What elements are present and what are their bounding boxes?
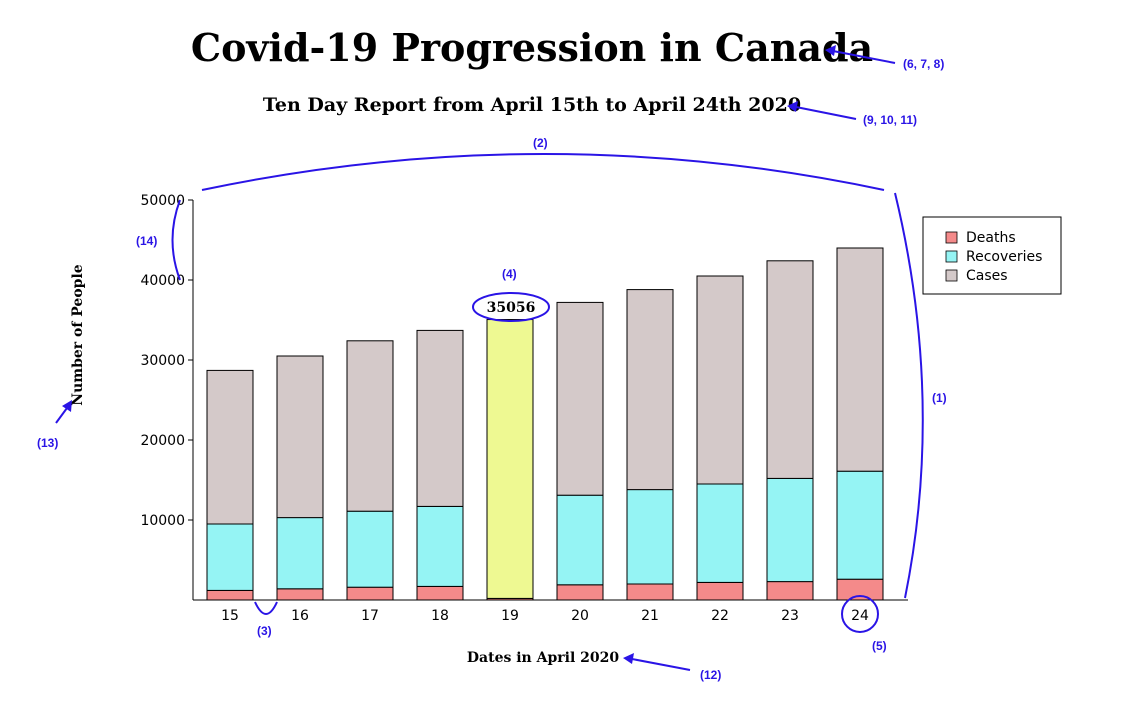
bar-cases-19 bbox=[486, 319, 534, 599]
annotation-2: (2) bbox=[533, 136, 548, 150]
legend-swatch-recoveries bbox=[945, 250, 958, 263]
x-tick-label-24: 24 bbox=[851, 608, 869, 624]
annotation-1: (1) bbox=[932, 391, 947, 405]
legend: Deaths Recoveries Cases bbox=[922, 216, 1062, 295]
bars-layer bbox=[206, 247, 884, 601]
annotation-arrowhead-subtitle bbox=[787, 101, 798, 112]
bar-recoveries-16 bbox=[276, 517, 324, 590]
bar-cases-16 bbox=[276, 355, 324, 519]
annotation-arrow-subtitle bbox=[795, 106, 857, 120]
bar-deaths-21 bbox=[626, 583, 674, 601]
annotation-arc-top bbox=[201, 153, 885, 191]
bar-recoveries-20 bbox=[556, 494, 604, 586]
bar-cases-18 bbox=[416, 329, 464, 507]
x-tick-label-23: 23 bbox=[781, 608, 799, 624]
legend-label-recoveries: Recoveries bbox=[966, 249, 1042, 265]
bar-recoveries-15 bbox=[206, 523, 254, 591]
annotation-arrow-title bbox=[832, 50, 896, 64]
bar-recoveries-18 bbox=[416, 505, 464, 587]
y-tick-label-20000: 20000 bbox=[140, 433, 185, 449]
annotation-arc-right bbox=[894, 192, 924, 599]
highlight-callout: 35056 bbox=[472, 292, 550, 322]
bar-cases-22 bbox=[696, 275, 744, 485]
y-tick-label-10000: 10000 bbox=[140, 513, 185, 529]
annotation-arrowhead-xlabel bbox=[623, 653, 634, 664]
x-tick-label-15: 15 bbox=[221, 608, 239, 624]
annotation-12: (12) bbox=[700, 668, 721, 682]
bar-recoveries-17 bbox=[346, 510, 394, 588]
annotation-circle-24 bbox=[841, 595, 879, 633]
legend-label-cases: Cases bbox=[966, 268, 1008, 284]
x-tick-label-16: 16 bbox=[291, 608, 309, 624]
bar-recoveries-23 bbox=[766, 477, 814, 583]
y-tick-label-40000: 40000 bbox=[140, 273, 185, 289]
bar-cases-20 bbox=[556, 301, 604, 496]
x-tick-label-18: 18 bbox=[431, 608, 449, 624]
axes-layer bbox=[192, 200, 908, 601]
bar-deaths-17 bbox=[346, 586, 394, 601]
x-axis-label: Dates in April 2020 bbox=[467, 650, 619, 666]
bar-recoveries-22 bbox=[696, 483, 744, 583]
x-tick-label-21: 21 bbox=[641, 608, 659, 624]
bar-recoveries-21 bbox=[626, 489, 674, 585]
bar-deaths-18 bbox=[416, 585, 464, 601]
annotation-91011: (9, 10, 11) bbox=[863, 113, 917, 127]
chart-title: Covid-19 Progression in Canada bbox=[191, 25, 873, 70]
annotation-bracket-yaxis bbox=[171, 199, 181, 281]
bar-cases-21 bbox=[626, 289, 674, 491]
legend-swatch-deaths bbox=[945, 231, 958, 244]
x-tick-label-22: 22 bbox=[711, 608, 729, 624]
annotation-arrow-xlabel bbox=[631, 658, 691, 671]
annotation-4: (4) bbox=[502, 267, 517, 281]
y-tick-label-30000: 30000 bbox=[140, 353, 185, 369]
bar-deaths-15 bbox=[206, 589, 254, 601]
ticks-layer: 15 16 17 18 19 20 21 22 23 24 10000 20000 30000 40000… bbox=[140, 193, 869, 624]
bar-deaths-20 bbox=[556, 584, 604, 601]
bar-deaths-22 bbox=[696, 581, 744, 601]
annotation-arrow-ylabel bbox=[55, 407, 68, 424]
bar-cases-17 bbox=[346, 340, 394, 512]
annotation-5: (5) bbox=[872, 639, 887, 653]
bar-deaths-23 bbox=[766, 581, 814, 601]
y-tick-label-50000: 50000 bbox=[140, 193, 185, 209]
annotation-arrowhead-title bbox=[825, 45, 836, 56]
annotation-678: (6, 7, 8) bbox=[903, 57, 944, 71]
bar-recoveries-24 bbox=[836, 470, 884, 580]
x-tick-label-17: 17 bbox=[361, 608, 379, 624]
legend-label-deaths: Deaths bbox=[966, 230, 1016, 246]
annotations: (6, 7, 8) (9, 10, 11) (12) (13) (14) (2)… bbox=[37, 45, 947, 682]
highlight-ellipse bbox=[472, 292, 550, 322]
bar-deaths-16 bbox=[276, 588, 324, 601]
x-tick-label-19: 19 bbox=[501, 608, 519, 624]
bar-cases-23 bbox=[766, 260, 814, 479]
x-tick-label-20: 20 bbox=[571, 608, 589, 624]
chart-subtitle: Ten Day Report from April 15th to April … bbox=[263, 94, 801, 116]
annotation-14: (14) bbox=[136, 234, 157, 248]
bar-cases-24 bbox=[836, 247, 884, 472]
highlight-value-label: 35056 bbox=[487, 300, 536, 316]
annotation-3: (3) bbox=[257, 624, 272, 638]
legend-swatch-cases bbox=[945, 269, 958, 282]
annotation-13: (13) bbox=[37, 436, 58, 450]
bar-cases-15 bbox=[206, 369, 254, 525]
y-axis-label: Number of People bbox=[70, 264, 86, 405]
annotation-arrowhead-ylabel bbox=[62, 400, 72, 412]
annotation-gap-mark bbox=[254, 601, 278, 615]
